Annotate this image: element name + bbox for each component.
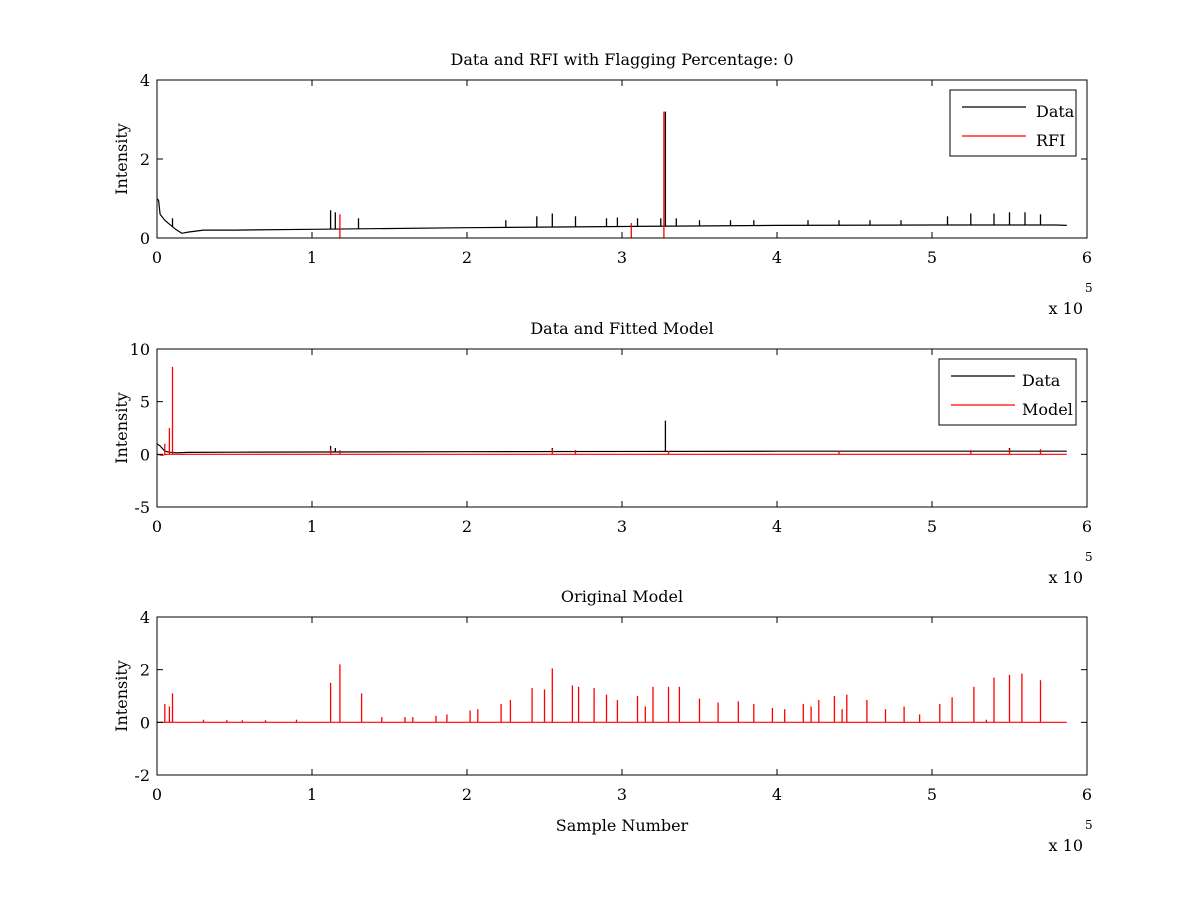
x-tick-label: 5 (927, 517, 937, 536)
x-tick-label: 2 (462, 785, 472, 804)
x-tick-label: 4 (772, 785, 782, 804)
x-exponent-power: 5 (1085, 550, 1093, 564)
legend-label: Data (1022, 371, 1061, 390)
x-tick-label: 2 (462, 248, 472, 267)
chart-title: Data and RFI with Flagging Percentage: 0 (450, 50, 793, 69)
y-tick-label: -2 (134, 766, 150, 785)
plot-area (157, 366, 1067, 457)
y-tick-label: 5 (140, 393, 150, 412)
x-tick-label: 0 (152, 248, 162, 267)
x-tick-label: 6 (1082, 785, 1092, 804)
x-exponent-power: 5 (1085, 281, 1093, 295)
plot-area (157, 111, 1067, 238)
y-tick-label: 0 (140, 229, 150, 248)
x-tick-label: 4 (772, 517, 782, 536)
legend-box (938, 358, 1077, 426)
series-line (157, 443, 1067, 454)
legend: Data RFI (949, 89, 1077, 157)
y-tick-label: 2 (140, 150, 150, 169)
legend: Data Model (938, 358, 1077, 426)
x-tick-label: 2 (462, 517, 472, 536)
x-tick-label: 3 (617, 785, 627, 804)
y-tick-label: 4 (140, 608, 150, 627)
x-exponent-power: 5 (1085, 818, 1093, 832)
x-tick-label: 6 (1082, 248, 1092, 267)
x-exponent-label: x 10 (1049, 568, 1083, 587)
x-tick-label: 3 (617, 517, 627, 536)
series-rfi (339, 111, 665, 238)
series-line (157, 198, 1067, 234)
y-tick-label: 4 (140, 71, 150, 90)
y-tick-label: -5 (134, 498, 150, 517)
y-tick-label: 0 (140, 445, 150, 464)
series-1 (157, 664, 1067, 723)
legend-box (949, 89, 1077, 157)
x-tick-label: 4 (772, 248, 782, 267)
x-tick-label: 0 (152, 517, 162, 536)
x-tick-label: 1 (307, 785, 317, 804)
x-axis-label: Sample Number (556, 816, 689, 835)
x-tick-label: 6 (1082, 517, 1092, 536)
x-tick-label: 1 (307, 517, 317, 536)
y-tick-label: 2 (140, 661, 150, 680)
x-tick-label: 3 (617, 248, 627, 267)
legend-label: RFI (1036, 131, 1065, 150)
y-axis-label: Intensity (112, 123, 131, 195)
subplot-1: 0 1 2 3 4 5 6 0 2 4 Data and RFI with Flagging Per… (112, 50, 1093, 318)
y-axis-label: Intensity (112, 660, 131, 732)
legend-label: Model (1022, 400, 1073, 419)
x-exponent-label: x 10 (1049, 299, 1083, 318)
y-tick-label: 10 (130, 340, 150, 359)
chart-title: Data and Fitted Model (530, 319, 713, 338)
chart-title: Original Model (561, 587, 683, 606)
legend-label: Data (1036, 102, 1075, 121)
x-tick-label: 0 (152, 785, 162, 804)
y-tick-label: 0 (140, 713, 150, 732)
series-data (157, 111, 1067, 234)
subplots: 0 1 2 3 4 5 6 0 2 4 Data and RFI with Flagging Per… (112, 50, 1093, 855)
x-tick-label: 5 (927, 785, 937, 804)
x-exponent-label: x 10 (1049, 836, 1083, 855)
plot-area (157, 664, 1067, 723)
x-tick-label: 5 (927, 248, 937, 267)
y-axis-label: Intensity (112, 392, 131, 464)
x-tick-label: 1 (307, 248, 317, 267)
series-line (157, 453, 1067, 457)
series-model (157, 366, 1067, 457)
